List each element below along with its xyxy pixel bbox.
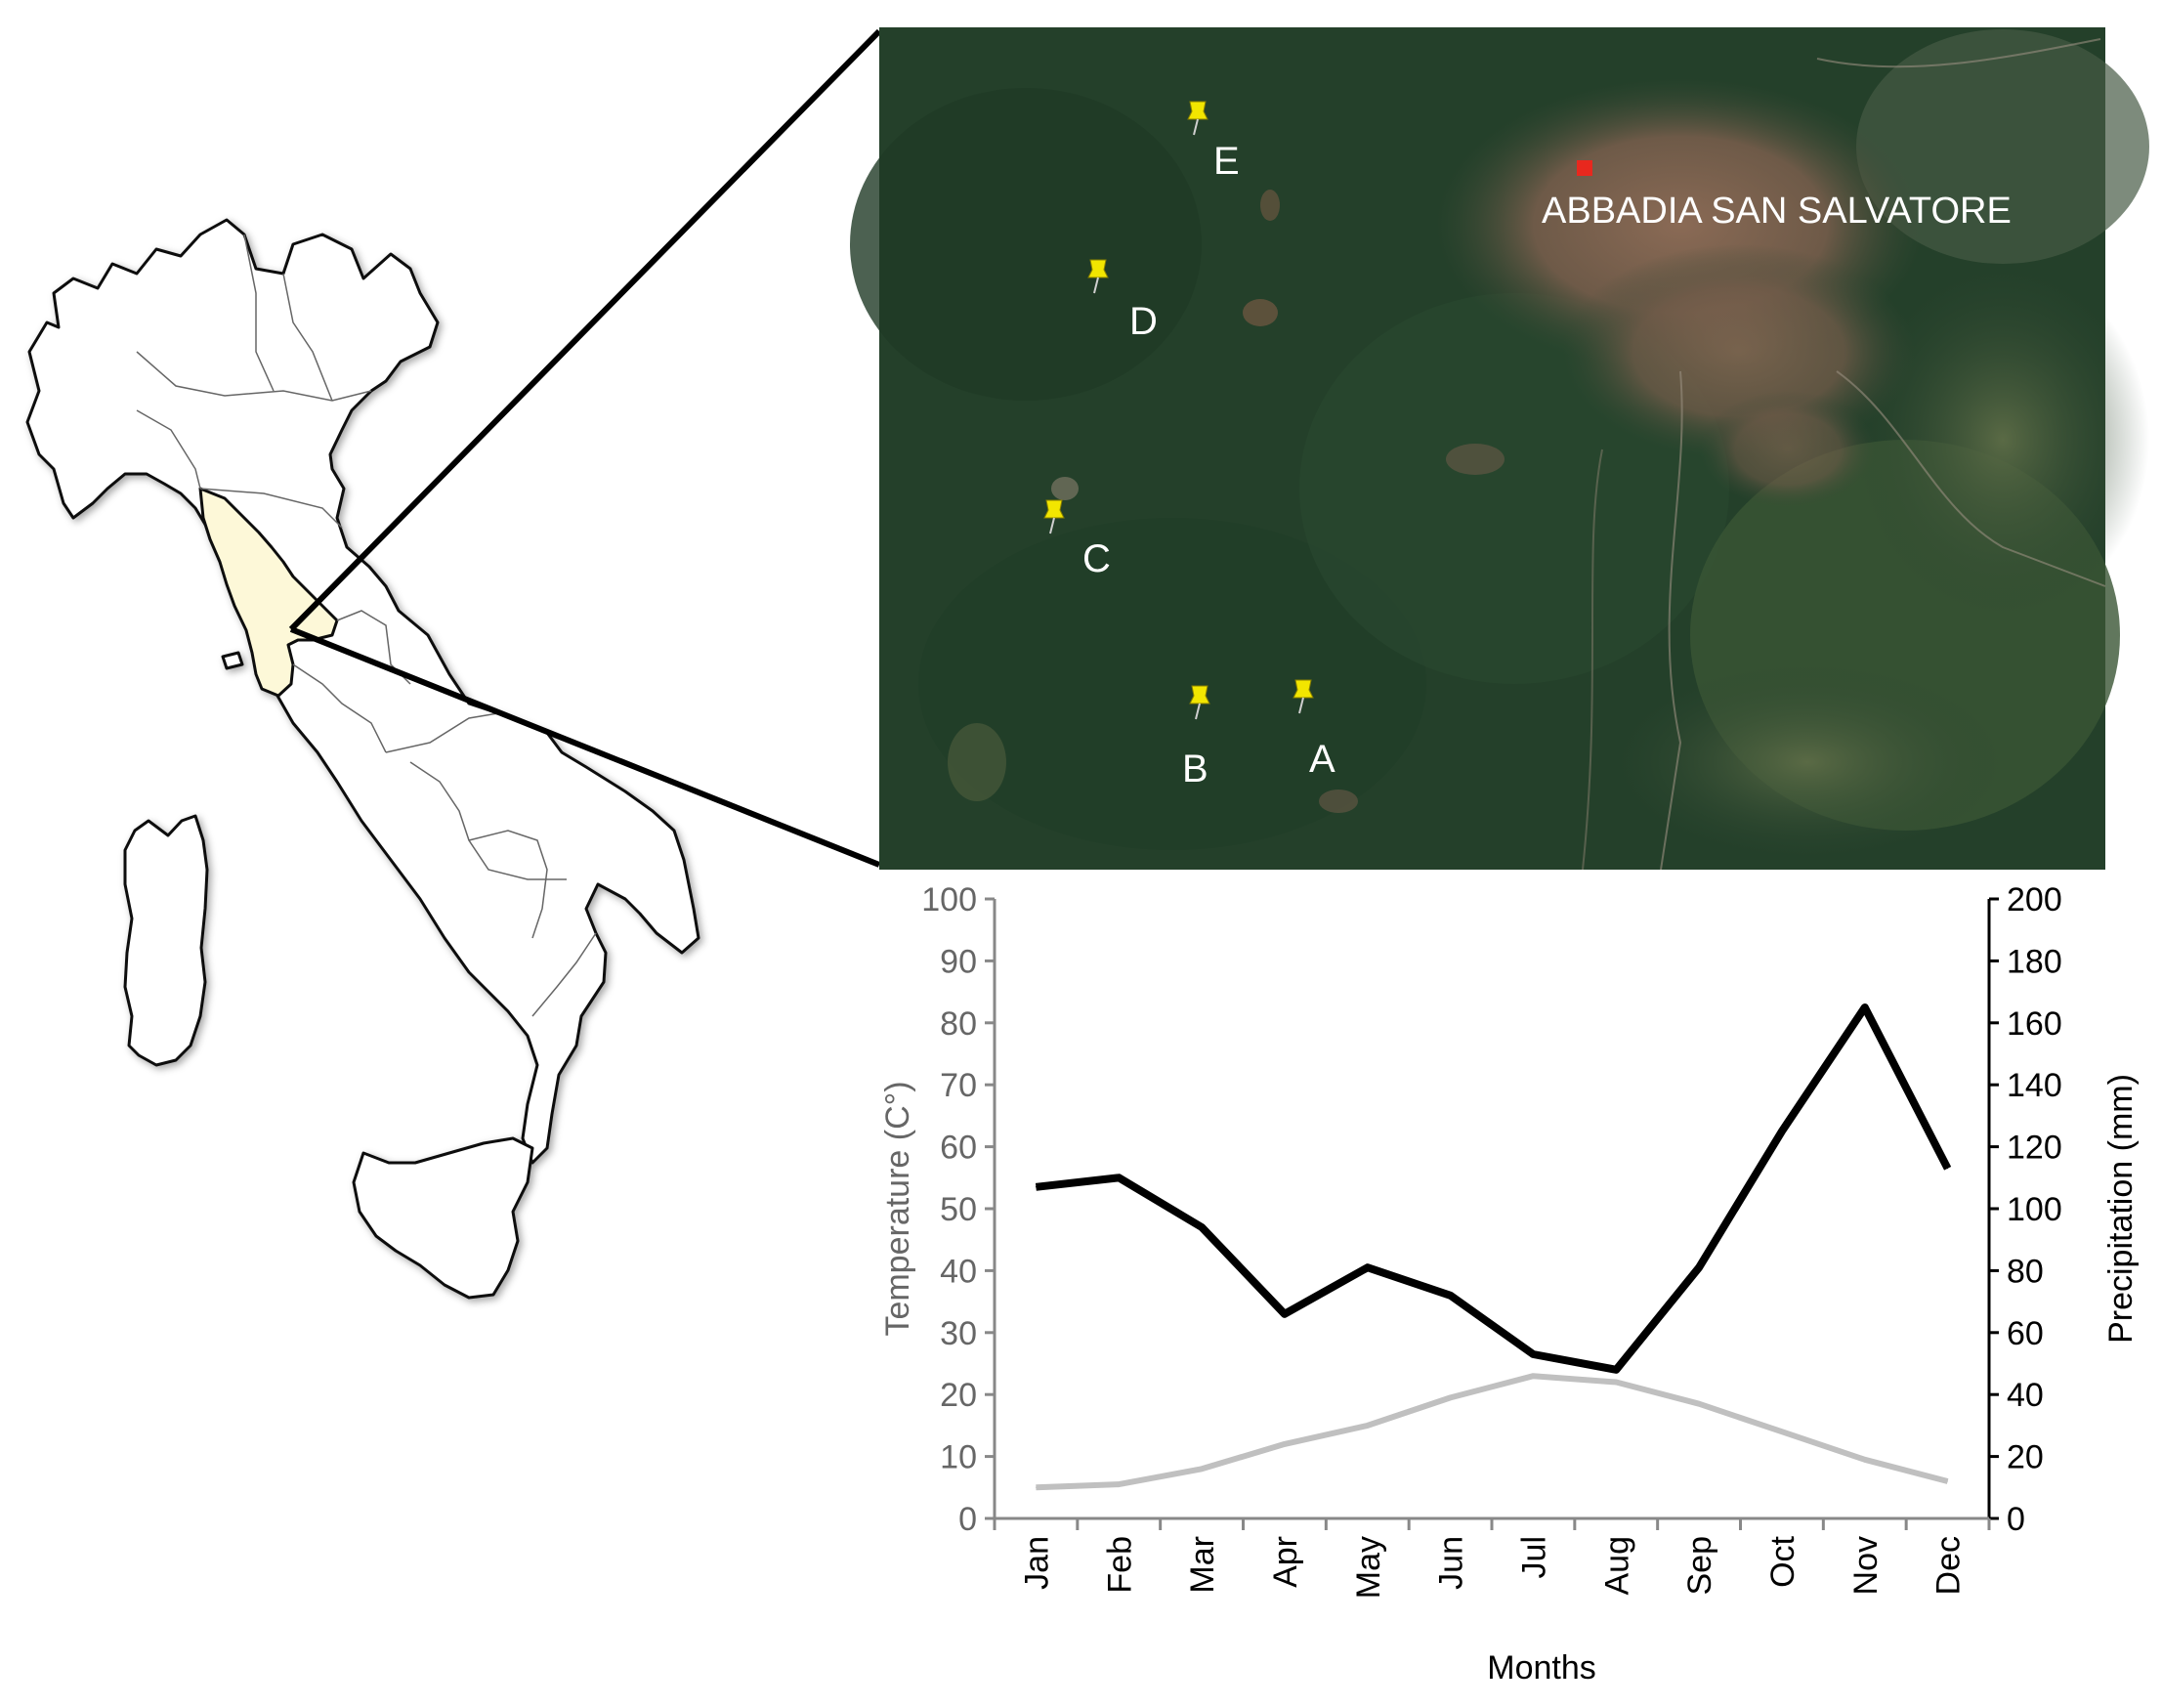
temperature-point [1367, 1425, 1369, 1427]
series-layer [1035, 1003, 1952, 1491]
right-tick-label: 160 [2007, 1005, 2062, 1043]
precipitation-point [1615, 1369, 1617, 1371]
x-tick-label: Jun [1433, 1536, 1470, 1590]
satellite-image [850, 27, 2149, 871]
precipitation-point [1367, 1266, 1369, 1268]
temperature-point [1864, 1459, 1866, 1461]
temperature-point [1947, 1480, 1949, 1482]
x-tick-label: Aug [1598, 1536, 1635, 1596]
x-tick-label: Mar [1184, 1536, 1221, 1594]
town-label: ABBADIA SAN SALVATORE [1542, 191, 2012, 232]
site-label-b: B [1182, 747, 1208, 790]
precipitation-point [1532, 1353, 1534, 1355]
x-tick-label: Jan [1018, 1536, 1055, 1590]
y-axis-right-title: Precipitation (mm) [2102, 1074, 2140, 1344]
x-tick-label: Feb [1101, 1536, 1138, 1594]
x-axis-ticks: Jan Feb Mar Apr May Jun Jul Aug Sep Oct Nov Dec [993, 1518, 1991, 1599]
right-tick-label: 140 [2007, 1067, 2062, 1104]
precipitation-point [1781, 1131, 1783, 1132]
right-axis-ticks: 0 20 40 60 80 100 120 140 160 180 200 [1989, 881, 2062, 1538]
left-tick-label: 50 [940, 1191, 977, 1228]
x-tick-label: Nov [1847, 1536, 1885, 1595]
temperature-point [1201, 1468, 1203, 1470]
temperature-point [1284, 1443, 1286, 1445]
zoom-connector-lines [288, 28, 882, 868]
site-label-d: D [1129, 300, 1158, 343]
italy-map [25, 218, 700, 1300]
site-label-c: C [1082, 537, 1111, 580]
left-axis-ticks: 0 10 20 30 40 50 60 70 80 90 100 [921, 881, 995, 1538]
right-tick-label: 180 [2007, 943, 2062, 980]
left-tick-label: 100 [921, 881, 977, 918]
temperature-point [1781, 1430, 1783, 1432]
right-tick-label: 80 [2007, 1253, 2044, 1290]
x-tick-label: May [1350, 1536, 1387, 1599]
temperature-point [1035, 1486, 1037, 1488]
y-axis-left-title: Temperature (C°) [879, 1081, 916, 1336]
precipitation-point [1118, 1176, 1120, 1178]
left-tick-label: 40 [940, 1253, 977, 1290]
left-tick-label: 30 [940, 1315, 977, 1352]
site-pin-c [1043, 499, 1065, 534]
precipitation-point [1201, 1226, 1203, 1228]
left-tick-label: 0 [958, 1501, 977, 1538]
left-tick-label: 80 [940, 1005, 977, 1043]
left-tick-label: 20 [940, 1377, 977, 1414]
site-label-a: A [1309, 738, 1335, 781]
x-tick-label: Dec [1930, 1536, 1968, 1595]
right-tick-label: 40 [2007, 1377, 2044, 1414]
site-pin-d [1087, 259, 1109, 294]
left-tick-label: 60 [940, 1130, 977, 1167]
site-pin-e [1187, 101, 1208, 136]
precipitation-line [1035, 1003, 1952, 1374]
temperature-point [1615, 1382, 1617, 1384]
right-tick-label: 60 [2007, 1315, 2044, 1352]
sardinia [123, 814, 209, 1067]
site-label-e: E [1213, 140, 1240, 183]
x-tick-label: Jul [1515, 1536, 1552, 1578]
site-pin-a [1293, 679, 1314, 714]
climate-chart: 0 10 20 30 40 50 60 70 80 90 100 0 20 40 60 80 100 120 14… [879, 881, 2140, 1687]
precipitation-point [1864, 1006, 1866, 1008]
precipitation-point [1035, 1186, 1037, 1188]
left-tick-label: 10 [940, 1439, 977, 1476]
temperature-point [1532, 1375, 1534, 1377]
town-marker [1577, 160, 1592, 176]
temperature-point [1698, 1403, 1700, 1405]
left-tick-label: 90 [940, 943, 977, 980]
temperature-line [1036, 1373, 1949, 1491]
right-tick-label: 120 [2007, 1130, 2062, 1167]
region-borders [136, 234, 597, 1017]
italy-mainland [25, 218, 700, 1165]
right-tick-label: 20 [2007, 1439, 2044, 1476]
left-tick-label: 70 [940, 1067, 977, 1104]
right-tick-label: 100 [2007, 1191, 2062, 1228]
sicily [352, 1136, 534, 1300]
temperature-point [1118, 1483, 1120, 1485]
temperature-point [1450, 1396, 1452, 1398]
precipitation-point [1947, 1168, 1949, 1170]
precipitation-point [1450, 1295, 1452, 1297]
x-tick-label: Sep [1681, 1536, 1718, 1596]
tuscany-region [198, 487, 339, 698]
x-tick-label: Apr [1267, 1536, 1304, 1588]
x-tick-label: Oct [1764, 1535, 1802, 1587]
right-tick-label: 200 [2007, 881, 2062, 918]
precipitation-point [1698, 1266, 1700, 1268]
x-axis-title: Months [1487, 1649, 1596, 1687]
elba-island [221, 651, 244, 670]
right-tick-label: 0 [2007, 1501, 2025, 1538]
precipitation-point [1284, 1313, 1286, 1315]
site-pin-b [1189, 685, 1210, 720]
